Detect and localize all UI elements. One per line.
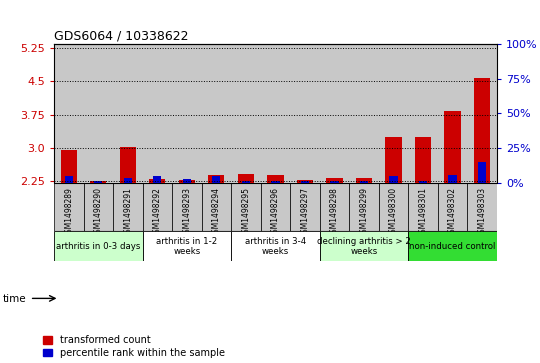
Bar	[349, 44, 379, 183]
Text: GSM1498300: GSM1498300	[389, 187, 398, 238]
Bar	[478, 163, 486, 183]
Text: non-induced control: non-induced control	[409, 242, 496, 251]
Text: GSM1498302: GSM1498302	[448, 187, 457, 238]
Bar	[301, 181, 309, 183]
Bar	[261, 44, 290, 183]
Bar	[349, 183, 379, 231]
Bar	[320, 231, 408, 261]
Text: GSM1498291: GSM1498291	[123, 187, 132, 238]
Bar	[65, 176, 73, 183]
Bar	[360, 181, 368, 183]
Text: GSM1498301: GSM1498301	[418, 187, 428, 238]
Text: GSM1498292: GSM1498292	[153, 187, 162, 238]
Bar	[408, 44, 438, 183]
Bar	[84, 44, 113, 183]
Bar	[201, 44, 231, 183]
Bar	[271, 181, 280, 183]
Text: time: time	[3, 294, 26, 305]
Bar	[238, 174, 254, 183]
Text: GDS6064 / 10338622: GDS6064 / 10338622	[54, 29, 188, 42]
Bar	[379, 44, 408, 183]
Bar	[153, 176, 161, 183]
Bar	[179, 180, 195, 183]
Bar	[231, 44, 261, 183]
Text: GSM1498293: GSM1498293	[183, 187, 191, 238]
Bar	[60, 150, 77, 183]
Text: GSM1498289: GSM1498289	[64, 187, 73, 238]
Text: arthritis in 1-2
weeks: arthritis in 1-2 weeks	[156, 237, 218, 256]
Bar	[231, 183, 261, 231]
Bar	[297, 180, 313, 183]
Bar	[231, 231, 320, 261]
Bar	[290, 183, 320, 231]
Bar	[474, 78, 490, 183]
Bar	[54, 183, 84, 231]
Bar	[183, 179, 191, 183]
Bar	[212, 176, 220, 183]
Text: GSM1498303: GSM1498303	[477, 187, 487, 238]
Bar	[326, 178, 342, 183]
Bar	[448, 175, 457, 183]
Bar	[438, 44, 467, 183]
Bar	[330, 181, 339, 183]
Bar	[290, 44, 320, 183]
Bar	[149, 179, 165, 183]
Text: GSM1498290: GSM1498290	[94, 187, 103, 238]
Text: arthritis in 3-4
weeks: arthritis in 3-4 weeks	[245, 237, 306, 256]
Text: GSM1498299: GSM1498299	[360, 187, 368, 238]
Bar	[408, 231, 497, 261]
Bar	[467, 183, 497, 231]
Bar	[261, 183, 290, 231]
Bar	[208, 175, 225, 183]
Bar	[356, 178, 372, 183]
Bar	[90, 181, 106, 183]
Bar	[124, 178, 132, 183]
Bar	[201, 183, 231, 231]
Bar	[242, 181, 250, 183]
Bar	[94, 181, 103, 183]
Bar	[143, 44, 172, 183]
Bar	[54, 231, 143, 261]
Bar	[444, 111, 461, 183]
Bar	[320, 44, 349, 183]
Text: declining arthritis > 2
weeks: declining arthritis > 2 weeks	[317, 237, 411, 256]
Bar	[143, 183, 172, 231]
Bar	[467, 44, 497, 183]
Bar	[419, 181, 427, 183]
Bar	[113, 183, 143, 231]
Bar	[120, 147, 136, 183]
Text: GSM1498294: GSM1498294	[212, 187, 221, 238]
Legend: transformed count, percentile rank within the sample: transformed count, percentile rank withi…	[43, 335, 225, 358]
Bar	[415, 137, 431, 183]
Bar	[113, 44, 143, 183]
Bar	[408, 183, 438, 231]
Text: GSM1498296: GSM1498296	[271, 187, 280, 238]
Bar	[320, 183, 349, 231]
Bar	[172, 183, 201, 231]
Bar	[379, 183, 408, 231]
Bar	[386, 137, 402, 183]
Bar	[172, 44, 201, 183]
Bar	[84, 183, 113, 231]
Bar	[54, 44, 84, 183]
Text: GSM1498297: GSM1498297	[300, 187, 309, 238]
Text: GSM1498298: GSM1498298	[330, 187, 339, 238]
Bar	[143, 231, 231, 261]
Bar	[267, 175, 284, 183]
Bar	[389, 176, 397, 183]
Text: arthritis in 0-3 days: arthritis in 0-3 days	[56, 242, 140, 251]
Bar	[438, 183, 467, 231]
Text: GSM1498295: GSM1498295	[241, 187, 251, 238]
